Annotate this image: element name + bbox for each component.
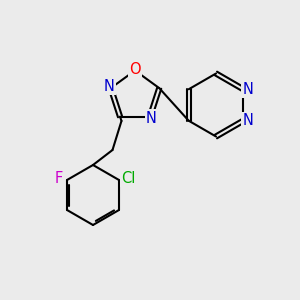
Text: O: O [129, 61, 141, 76]
Text: N: N [242, 113, 253, 128]
Text: F: F [55, 171, 63, 186]
Text: N: N [242, 82, 253, 97]
Text: N: N [104, 79, 115, 94]
Text: N: N [146, 111, 157, 126]
Text: Cl: Cl [121, 171, 135, 186]
